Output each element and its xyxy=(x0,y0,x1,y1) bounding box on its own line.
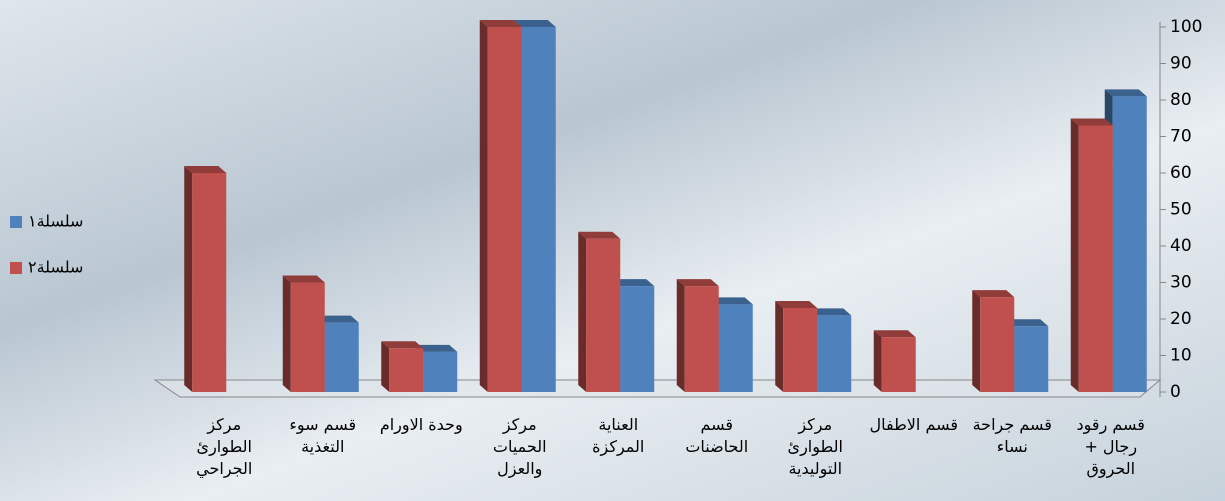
bar-face xyxy=(718,304,753,392)
bar-face xyxy=(1014,326,1049,392)
bar xyxy=(873,330,916,392)
y-tick-label: 50 xyxy=(1170,200,1192,220)
y-tick-label: 70 xyxy=(1170,127,1192,147)
bar-face xyxy=(684,286,719,392)
bar xyxy=(282,275,325,392)
x-tick-label: قسم سوء التغذية xyxy=(289,415,357,456)
bar-face xyxy=(324,322,359,392)
y-tick-label: 30 xyxy=(1170,273,1192,293)
bar-face xyxy=(710,297,753,305)
bar xyxy=(381,341,424,392)
bar-face xyxy=(783,308,818,392)
bar-face xyxy=(586,238,621,392)
bar-face xyxy=(612,279,655,287)
bar-face xyxy=(423,351,458,392)
bar-face xyxy=(775,301,784,392)
bar-face xyxy=(415,344,458,352)
bar-face xyxy=(282,275,325,283)
y-tick-label: 100 xyxy=(1170,17,1202,37)
bar-face xyxy=(316,315,359,323)
bar-face xyxy=(1112,96,1147,392)
bar-face xyxy=(817,315,852,392)
y-tick-label: 0 xyxy=(1170,382,1181,402)
y-tick-label: 80 xyxy=(1170,90,1192,110)
bar xyxy=(479,20,522,392)
bar-face xyxy=(1078,125,1113,393)
bar xyxy=(676,279,719,392)
y-tick-label: 40 xyxy=(1170,236,1192,256)
y-tick-label: 90 xyxy=(1170,54,1192,74)
bar xyxy=(775,301,818,392)
x-tick-label: قسم الاطفال xyxy=(869,415,959,434)
y-tick-label: 60 xyxy=(1170,163,1192,183)
bar-face xyxy=(881,337,916,392)
x-tick-label: قسم رقود رجال + الحروق xyxy=(1076,415,1145,478)
x-tick-label: قسم الحاضنات xyxy=(685,415,749,456)
bar-face xyxy=(873,330,882,392)
bar-face xyxy=(1070,118,1079,393)
legend-swatch xyxy=(10,216,22,228)
bar-face xyxy=(620,286,655,392)
bar-face xyxy=(192,173,227,392)
bar-face xyxy=(578,231,621,239)
x-tick-label: مركز الطوارئ التوليدية xyxy=(787,415,843,478)
legend-swatch xyxy=(10,262,22,274)
bar-face xyxy=(578,231,587,392)
bar-face xyxy=(676,279,685,392)
bar-face xyxy=(184,166,227,173)
bar-face xyxy=(1104,89,1147,97)
legend-label: سلسلة١ xyxy=(28,212,83,231)
bar-face xyxy=(290,282,325,392)
x-tick-label: قسم جراحة نساء xyxy=(972,415,1052,456)
bar-face xyxy=(381,341,390,392)
bar-face xyxy=(972,290,1015,298)
bar-face xyxy=(1070,118,1113,126)
x-tick-label: وحدة الاورام xyxy=(379,415,463,434)
bar-face xyxy=(809,308,852,316)
bar xyxy=(1070,118,1113,393)
bar-face xyxy=(873,330,916,338)
bar-face xyxy=(775,301,818,309)
bar-face xyxy=(980,297,1015,392)
bar xyxy=(184,166,227,392)
bar-face xyxy=(513,20,556,27)
x-tick-label: العناية المركزة xyxy=(592,415,645,456)
bar-face xyxy=(282,275,291,392)
y-tick-label: 10 xyxy=(1170,346,1192,366)
bar xyxy=(578,231,621,392)
bar-face xyxy=(972,290,981,392)
x-tick-label: مركز الحميات والعزل xyxy=(492,415,547,478)
bar-face xyxy=(381,341,424,349)
bar-face xyxy=(521,27,556,392)
legend-label: سلسلة٢ xyxy=(28,258,83,277)
y-tick-label: 20 xyxy=(1170,309,1192,329)
bar-face xyxy=(389,348,424,392)
bar-face xyxy=(479,20,488,392)
bar-face xyxy=(479,20,522,27)
x-tick-label: مركز الطوارئ الجراحي xyxy=(196,415,253,478)
bar-face xyxy=(1006,319,1049,327)
bar-face xyxy=(676,279,719,287)
bar-face xyxy=(184,166,193,392)
bar-face xyxy=(487,27,522,392)
bar xyxy=(972,290,1015,392)
